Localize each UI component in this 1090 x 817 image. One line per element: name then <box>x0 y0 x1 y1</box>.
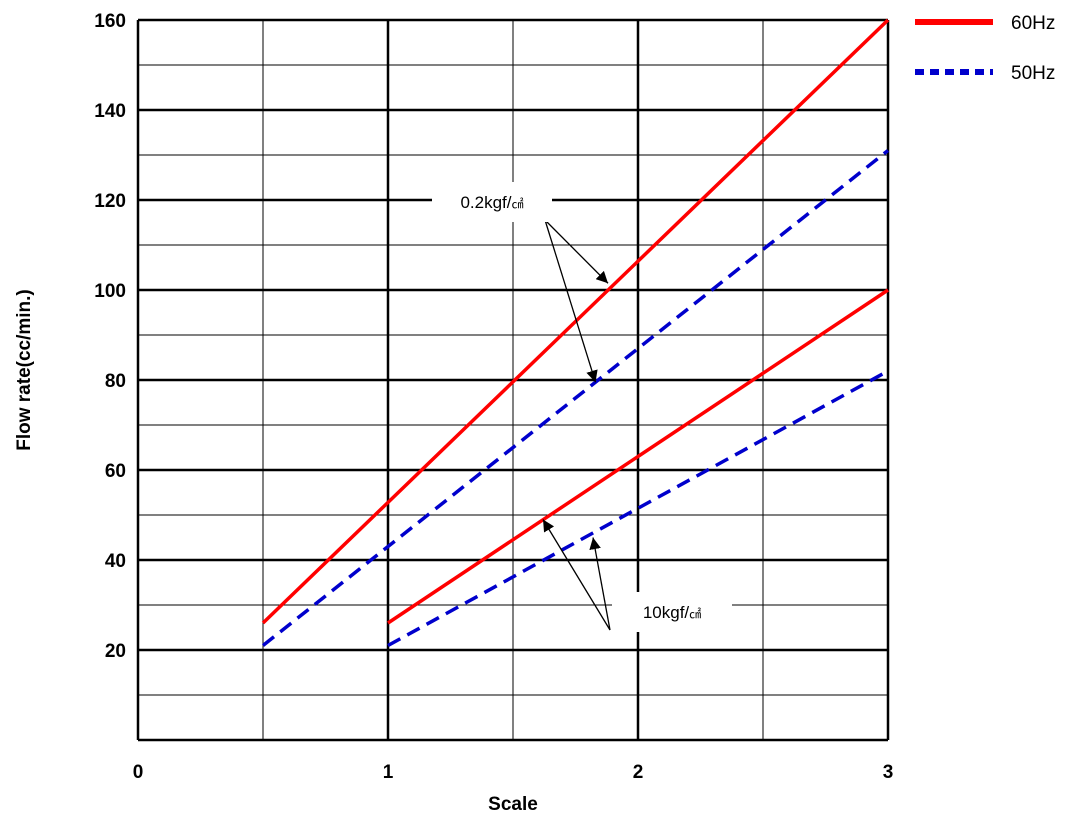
annotation-0p2kgf: 0.2kgf/㎠ <box>432 182 609 383</box>
y-tick-label: 60 <box>105 461 126 482</box>
x-axis-label: Scale <box>488 794 538 815</box>
series-line-50hz-0p2kgf <box>261 149 890 647</box>
x-tick-label: 3 <box>883 762 894 783</box>
annotation-arrow <box>589 537 611 631</box>
x-tick-label: 1 <box>383 762 394 783</box>
y-tick-label: 20 <box>105 641 126 662</box>
annotation-10kgf: 10kgf/㎠ <box>542 519 732 632</box>
y-tick-label: 40 <box>105 551 126 572</box>
tick-labels: 0 1 2 3 20 40 60 80 100 120 140 160 <box>94 11 893 783</box>
x-tick-label: 0 <box>133 762 144 783</box>
series-lines <box>261 18 890 648</box>
series-line-60hz-10kgf <box>387 288 889 625</box>
annotations: 0.2kgf/㎠ 10kgf/㎠ <box>432 182 732 632</box>
annotation-arrow <box>544 219 609 284</box>
annotation-arrow <box>542 519 611 631</box>
annotation-label: 0.2kgf/㎠ <box>460 193 523 212</box>
annotation-arrow <box>544 219 598 383</box>
y-axis-label: Flow rate(cc/min.) <box>14 289 35 451</box>
y-tick-label: 100 <box>94 281 126 302</box>
y-tick-label: 140 <box>94 101 126 122</box>
series-line-50hz-10kgf <box>387 369 889 648</box>
legend: 60Hz 50Hz <box>915 13 1055 84</box>
annotation-box <box>612 592 732 632</box>
legend-label-50hz: 50Hz <box>1011 63 1055 84</box>
annotation-label: 10kgf/㎠ <box>643 603 701 622</box>
legend-label-60hz: 60Hz <box>1011 13 1055 34</box>
x-tick-label: 2 <box>633 762 644 783</box>
annotation-box <box>432 182 552 222</box>
y-tick-label: 120 <box>94 191 126 212</box>
series-line-60hz-0p2kgf <box>261 18 890 625</box>
y-tick-label: 160 <box>94 11 126 32</box>
y-tick-label: 80 <box>105 371 126 392</box>
